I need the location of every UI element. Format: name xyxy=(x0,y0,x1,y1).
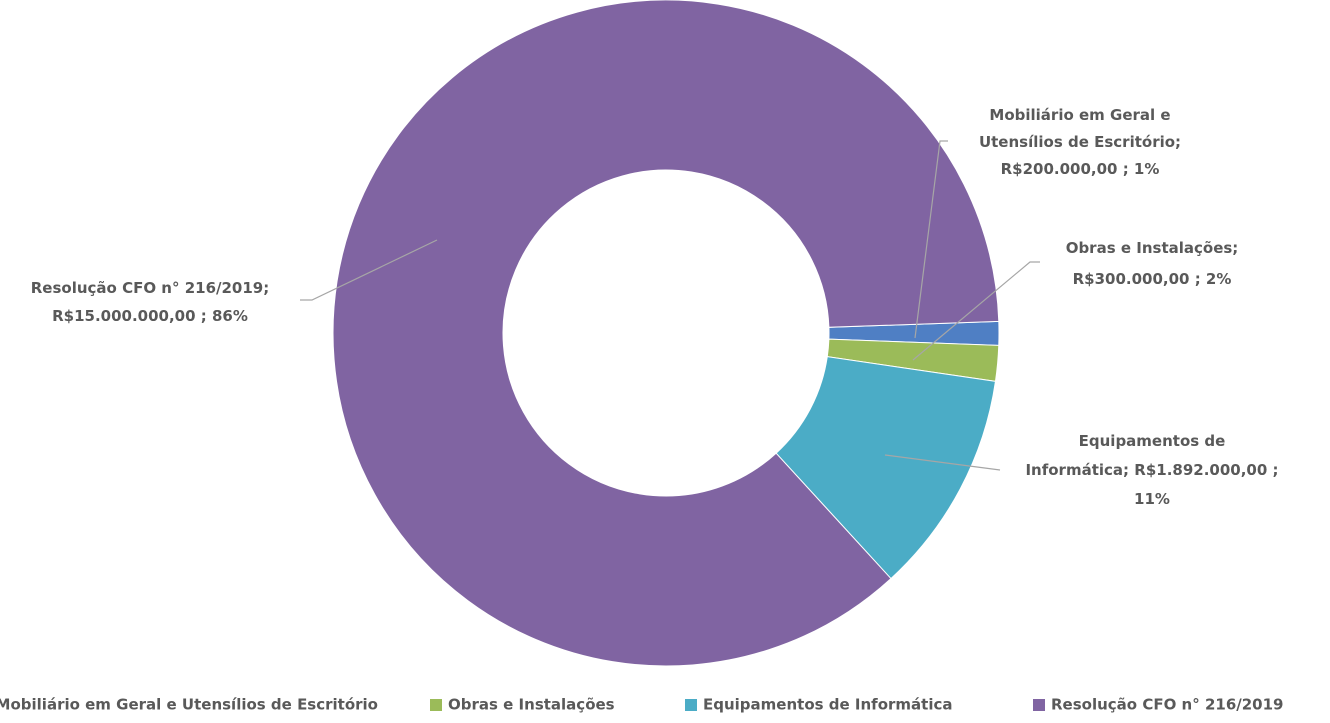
data-label-part: Geral xyxy=(1105,106,1155,124)
legend-swatch xyxy=(1033,699,1045,711)
data-label-line: 11% xyxy=(1134,490,1170,508)
data-label-part: Instalações; xyxy=(1131,239,1238,257)
leader-line xyxy=(300,239,438,301)
data-label: Obras e Instalações; R$300.000,00 ; 2% xyxy=(1066,239,1239,288)
data-label-part: e xyxy=(1116,239,1131,257)
data-label-part: CFO xyxy=(117,279,156,297)
data-label-part: e xyxy=(1155,106,1170,124)
data-label-part: em xyxy=(1074,106,1105,124)
legend-swatch xyxy=(685,699,697,711)
data-label-part: 2% xyxy=(1201,270,1232,288)
legend-label: Resolução CFO n° 216/2019 xyxy=(1051,696,1284,714)
data-label-part: R$15.000.000,00 xyxy=(52,307,195,325)
data-label-line: Mobiliário em Geral e xyxy=(989,106,1170,124)
data-label-part: de xyxy=(1063,133,1089,151)
legend-label: Mobiliário em Geral e Utensílios de Escr… xyxy=(0,696,378,714)
data-label-part: Mobiliário xyxy=(989,106,1073,124)
data-label-part: 86% xyxy=(207,307,248,325)
data-label-part: de xyxy=(1199,432,1225,450)
data-label-line: Obras e Instalações; xyxy=(1066,239,1239,257)
legend-swatch xyxy=(430,699,442,711)
data-label-part: Equipamentos xyxy=(1079,432,1200,450)
data-label-part: n° xyxy=(156,279,179,297)
data-label-part: Informática; xyxy=(1025,461,1129,479)
data-label: Resolução CFO n° 216/2019; R$15.000.000,0… xyxy=(31,279,270,325)
leader-line xyxy=(912,261,1040,361)
donut-slice xyxy=(332,0,1000,667)
data-label-part: Utensílios xyxy=(979,133,1063,151)
data-label-part: R$1.892.000,00 xyxy=(1129,461,1267,479)
data-label-line: Resolução CFO n° 216/2019; xyxy=(31,279,270,297)
data-label-line: R$15.000.000,00 ; 86% xyxy=(52,307,248,325)
data-label-part: Resolução xyxy=(31,279,117,297)
leader-line xyxy=(914,140,948,339)
data-label-part: Obras xyxy=(1066,239,1116,257)
data-label-line: R$300.000,00 ; 2% xyxy=(1073,270,1232,288)
data-label-line: Equipamentos de xyxy=(1079,432,1226,450)
data-label: Mobiliário em Geral e Utensílios de Escri… xyxy=(979,106,1181,178)
data-label-part: 11% xyxy=(1134,490,1170,508)
data-label-line: Utensílios de Escritório; xyxy=(979,133,1181,151)
legend-label: Equipamentos de Informática xyxy=(703,696,952,714)
data-label-part: 216/2019; xyxy=(179,279,269,297)
data-label-part: Escritório; xyxy=(1089,133,1181,151)
data-label-part: ; xyxy=(196,307,207,325)
data-label-part: ; xyxy=(1117,160,1128,178)
legend-label: Obras e Instalações xyxy=(448,696,615,714)
data-label-part: ; xyxy=(1267,461,1278,479)
data-label-part: R$200.000,00 xyxy=(1001,160,1118,178)
leader-line xyxy=(884,454,1001,471)
data-label-part: R$300.000,00 xyxy=(1073,270,1190,288)
data-label: Equipamentos de Informática; R$1.892.000,… xyxy=(1025,432,1278,508)
data-label-line: Informática; R$1.892.000,00 ; xyxy=(1025,461,1278,479)
data-label-part: 1% xyxy=(1129,160,1160,178)
data-label-part: ; xyxy=(1189,270,1200,288)
data-label-line: R$200.000,00 ; 1% xyxy=(1001,160,1160,178)
